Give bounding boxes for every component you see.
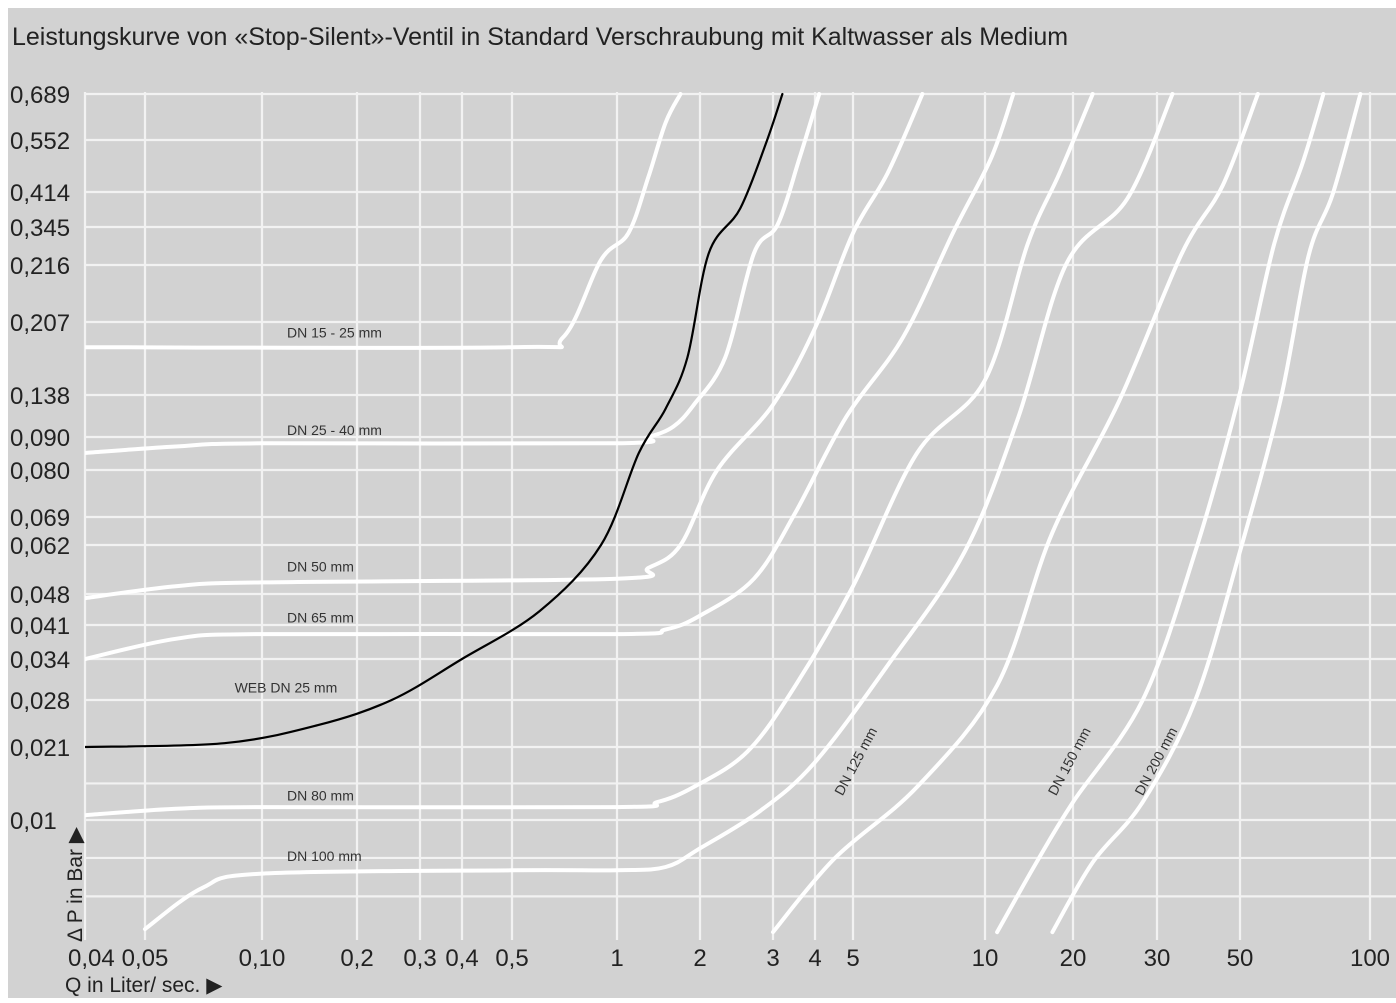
x-tick-label-11: 5 bbox=[846, 945, 859, 972]
y-tick-label-3: 0,345 bbox=[10, 215, 70, 242]
y-tick-label-8: 0,080 bbox=[10, 458, 70, 485]
series-line-dn-200-mm bbox=[1050, 92, 1363, 935]
y-tick-labels: 0,689 0,552 0,414 0,345 0,216 0,207 0,138 0,090… bbox=[10, 82, 70, 835]
y-tick-label-2: 0,414 bbox=[10, 180, 70, 207]
curve-label-dn-50-mm: DN 50 mm bbox=[287, 558, 354, 574]
x-axis-label: Q in Liter/ sec. ▶ bbox=[65, 974, 223, 997]
y-tick-label-10: 0,062 bbox=[10, 533, 70, 560]
series-line-dn-15-25-mm bbox=[85, 92, 683, 350]
curve-label-dn-15-25-mm: DN 15 - 25 mm bbox=[287, 324, 382, 340]
x-tick-label-7: 1 bbox=[610, 945, 623, 972]
x-tick-label-2: 0,10 bbox=[239, 945, 286, 972]
x-tick-label-16: 100 bbox=[1350, 945, 1390, 972]
y-tick-label-4: 0,216 bbox=[10, 253, 70, 280]
x-tick-label-14: 30 bbox=[1144, 945, 1171, 972]
y-axis-label: Δ P in Bar ▶ bbox=[64, 826, 87, 942]
x-tick-label-13: 20 bbox=[1060, 945, 1087, 972]
series-curves bbox=[85, 92, 1363, 935]
x-tick-label-9: 3 bbox=[766, 945, 779, 972]
series-line-dn-50-mm bbox=[85, 92, 925, 601]
y-tick-label-0: 0,689 bbox=[10, 82, 70, 109]
y-tick-label-11: 0,048 bbox=[10, 582, 70, 609]
x-tick-label-4: 0,3 bbox=[403, 945, 436, 972]
series-line-dn-125-mm bbox=[771, 92, 1260, 935]
x-tick-label-3: 0,2 bbox=[340, 945, 373, 972]
series-line-dn-25-40-mm bbox=[85, 92, 822, 455]
x-tick-label-1: 0,05 bbox=[122, 945, 169, 972]
curve-label-dn-25-40-mm: DN 25 - 40 mm bbox=[287, 422, 382, 438]
y-tick-label-1: 0,552 bbox=[10, 128, 70, 155]
y-tick-label-12: 0,041 bbox=[10, 613, 70, 640]
series-line-dn-100-mm bbox=[143, 92, 1175, 932]
x-tick-label-12: 10 bbox=[972, 945, 999, 972]
x-tick-label-6: 0,5 bbox=[495, 945, 528, 972]
x-tick-label-5: 0,4 bbox=[445, 945, 478, 972]
series-line-dn-150-mm bbox=[995, 92, 1326, 935]
y-tick-label-5: 0,207 bbox=[10, 310, 70, 337]
y-tick-label-9: 0,069 bbox=[10, 505, 70, 532]
y-tick-label-6: 0,138 bbox=[10, 383, 70, 410]
y-tick-label-15: 0,021 bbox=[10, 735, 70, 762]
series-line-dn-65-mm bbox=[85, 92, 1016, 661]
x-tick-labels: 0,04 0,05 0,10 0,2 0,3 0,4 0,5 1 2 3 4 5 10 20 30 50 100 bbox=[68, 945, 1390, 972]
chart-title: Leistungskurve von «Stop-Silent»-Ventil … bbox=[12, 23, 1068, 51]
curve-label-dn-80-mm: DN 80 mm bbox=[287, 787, 354, 803]
curve-label-dn-100-mm: DN 100 mm bbox=[287, 848, 362, 864]
y-tick-label-14: 0,028 bbox=[10, 688, 70, 715]
y-tick-label-13: 0,034 bbox=[10, 647, 70, 674]
y-tick-label-16: 0,01 bbox=[10, 808, 57, 835]
grid-lines bbox=[83, 92, 1396, 940]
y-tick-label-7: 0,090 bbox=[10, 425, 70, 452]
curve-label-web-dn-25-mm: WEB DN 25 mm bbox=[235, 680, 338, 696]
x-tick-label-15: 50 bbox=[1227, 945, 1254, 972]
curve-label-dn-65-mm: DN 65 mm bbox=[287, 610, 354, 626]
x-tick-label-0: 0,04 bbox=[68, 945, 115, 972]
x-tick-label-8: 2 bbox=[693, 945, 706, 972]
x-tick-label-10: 4 bbox=[808, 945, 821, 972]
series-line-web-dn-25-mm bbox=[85, 92, 784, 749]
series-line-dn-80-mm bbox=[85, 92, 1095, 818]
